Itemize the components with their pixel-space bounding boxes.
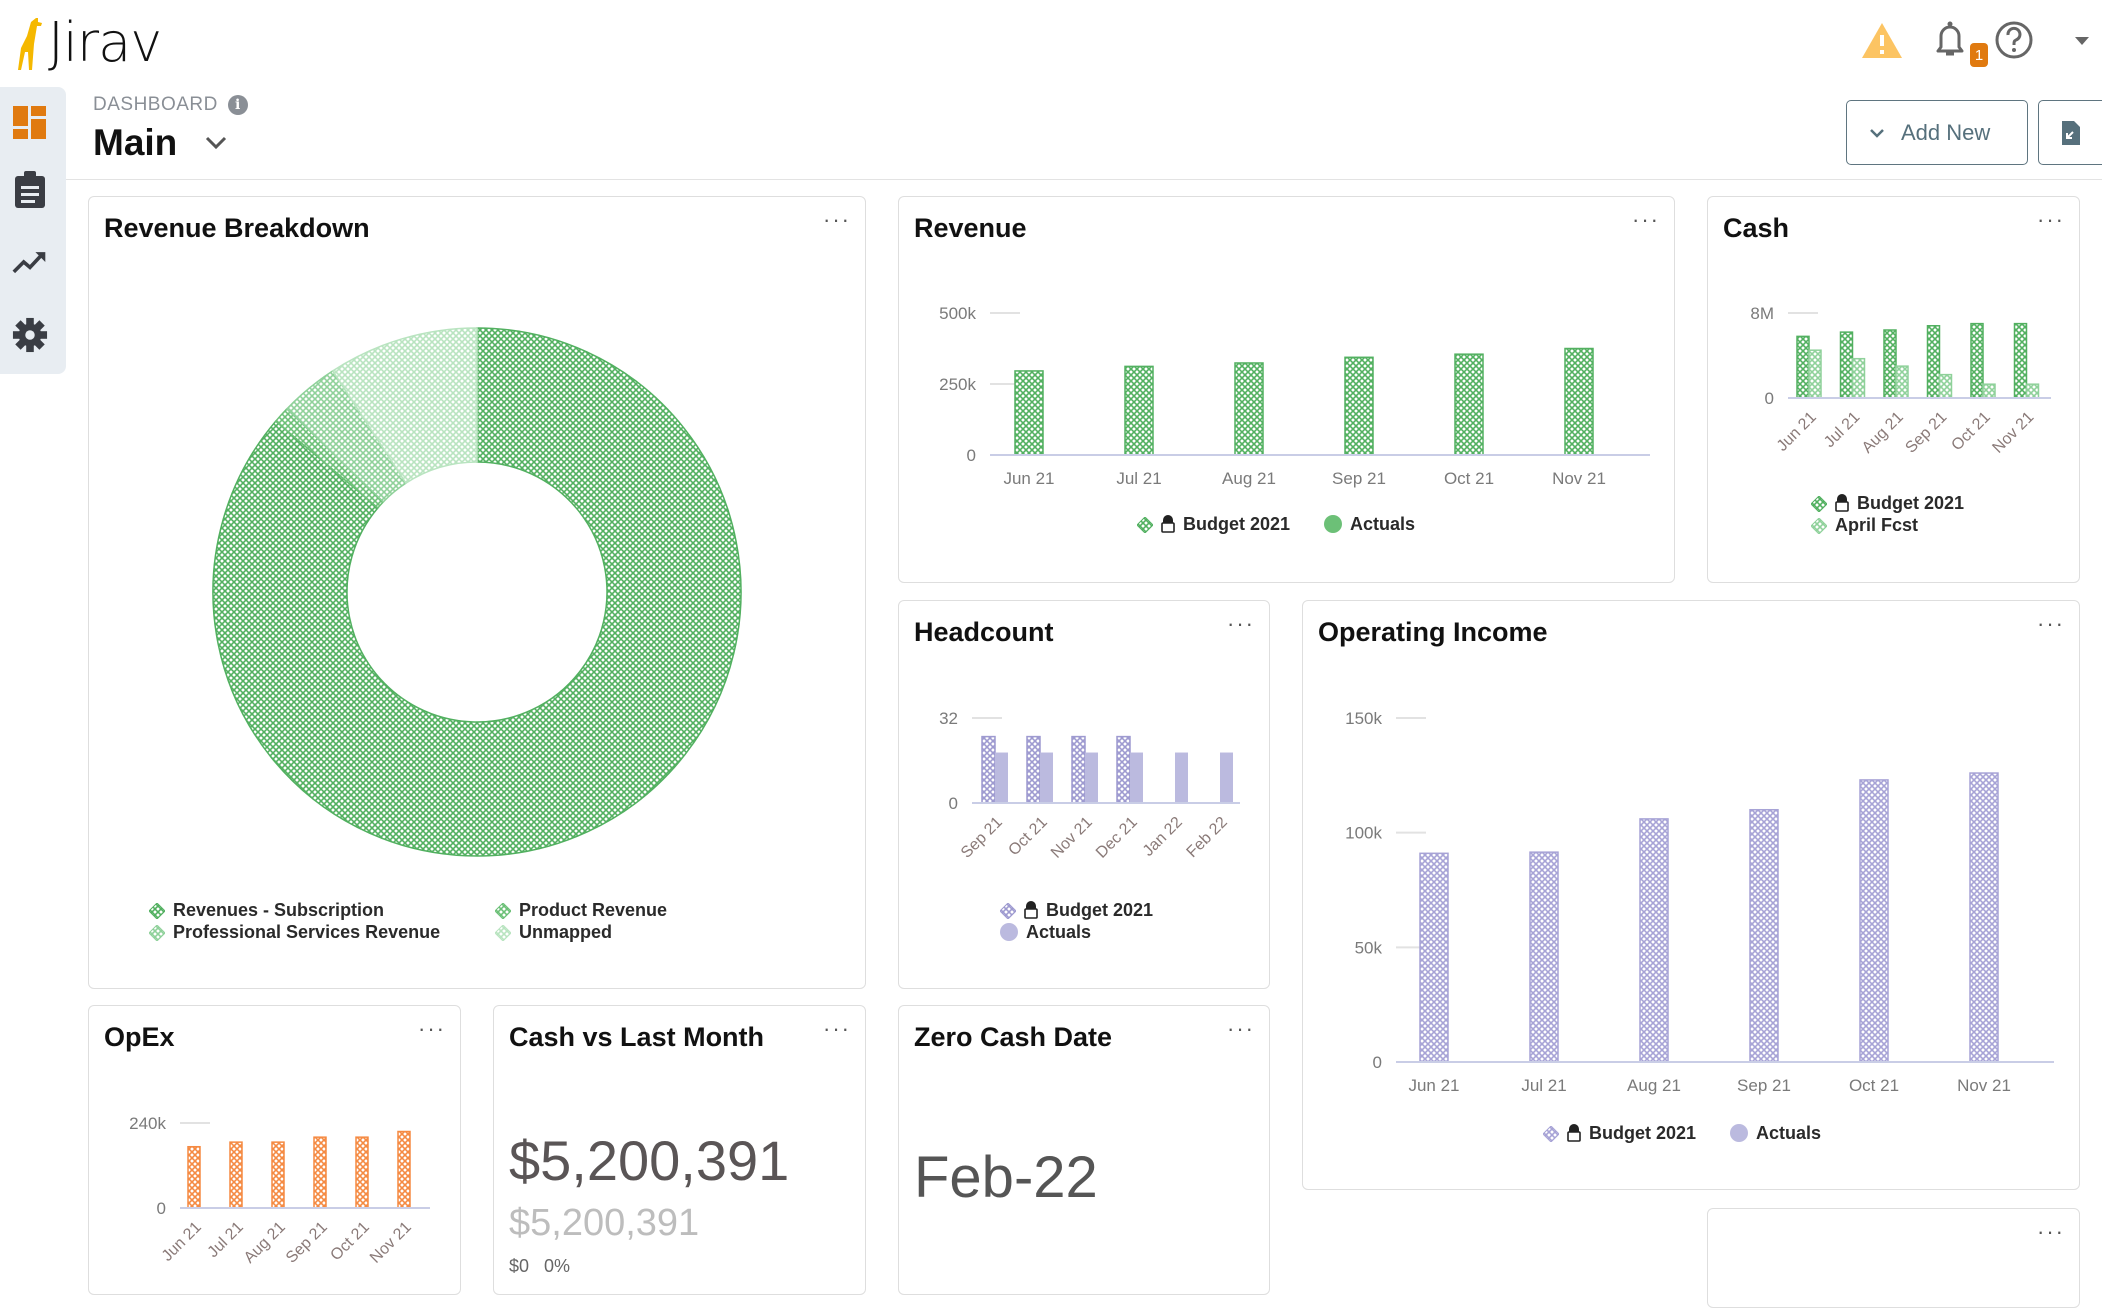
card-title: Headcount xyxy=(914,617,1054,647)
sidebar-item-dashboard[interactable] xyxy=(12,105,48,141)
legend-item[interactable]: Actuals xyxy=(1000,921,1153,943)
header-divider xyxy=(66,179,2102,180)
operating-income-card: Operating Income ··· Budget 2021 Actuals xyxy=(1302,600,2080,1190)
legend-item[interactable]: Actuals xyxy=(1324,513,1415,535)
legend-dot xyxy=(1730,1124,1749,1142)
legend-swatch xyxy=(494,924,512,942)
breadcrumb: DASHBOARD i xyxy=(93,94,248,116)
chart-legend: Revenues - Subscription Professional Ser… xyxy=(148,899,440,943)
card-menu-button[interactable]: ··· xyxy=(1227,611,1255,636)
legend-item[interactable]: Budget 2021 xyxy=(1136,513,1290,535)
sidebar xyxy=(0,87,66,374)
legend-swatch xyxy=(999,902,1017,920)
dashboard-icon xyxy=(13,106,46,139)
legend-dot xyxy=(1324,515,1343,533)
help-icon[interactable] xyxy=(1994,20,2034,60)
sidebar-item-analytics[interactable] xyxy=(12,244,48,280)
page-title: Main xyxy=(93,122,178,163)
lock-icon xyxy=(1567,1124,1581,1142)
chart-legend: Budget 2021 Actuals xyxy=(999,899,1153,943)
trend-chart-icon xyxy=(12,252,46,274)
logo-text: Jirav xyxy=(48,11,162,74)
card-menu-button[interactable]: ··· xyxy=(823,207,851,232)
info-icon[interactable]: i xyxy=(227,95,248,115)
chart-legend: Budget 2021 April Fcst xyxy=(1810,492,1964,536)
cash-change: $0 0% xyxy=(509,1256,571,1276)
card-title: Operating Income xyxy=(1318,617,1548,647)
notification-badge: 1 xyxy=(1970,43,1988,67)
current-cash-value: $5,200,391 xyxy=(509,1129,790,1192)
legend-swatch xyxy=(148,924,166,942)
card-title: Zero Cash Date xyxy=(914,1022,1113,1052)
card-menu-button[interactable]: ··· xyxy=(1227,1016,1255,1041)
card-menu-button[interactable]: ··· xyxy=(418,1016,446,1041)
legend-item[interactable]: Budget 2021 xyxy=(1542,1122,1696,1144)
cash-vs-last-month-card: Cash vs Last Month ··· $5,200,391 $5,200… xyxy=(493,1005,866,1295)
legend-swatch xyxy=(1136,516,1154,534)
legend-item[interactable]: Actuals xyxy=(1730,1122,1821,1144)
gear-icon xyxy=(12,317,48,353)
legend-item[interactable]: Unmapped xyxy=(494,921,667,943)
legend-item[interactable]: April Fcst xyxy=(1810,514,1964,536)
clipboard-icon xyxy=(15,171,45,208)
legend-swatch xyxy=(1810,517,1828,535)
chart-legend: Product Revenue Unmapped xyxy=(494,899,667,943)
export-button[interactable] xyxy=(2038,100,2102,165)
card-menu-button[interactable]: ··· xyxy=(2037,611,2065,636)
card-menu-button[interactable]: ··· xyxy=(823,1016,851,1041)
legend-item[interactable]: Revenues - Subscription xyxy=(148,899,440,921)
legend-item[interactable]: Professional Services Revenue xyxy=(148,921,440,943)
sidebar-item-settings[interactable] xyxy=(12,317,48,353)
chart-legend: Budget 2021 Actuals xyxy=(1136,513,1415,535)
zero-cash-date-card: Zero Cash Date ··· Feb-22 xyxy=(898,1005,1270,1295)
card-title: Cash xyxy=(1723,213,1790,243)
jirav-logo[interactable]: Jirav xyxy=(14,10,162,74)
breadcrumb-label: DASHBOARD xyxy=(93,94,218,115)
chevron-down-icon[interactable] xyxy=(205,136,227,150)
add-new-button[interactable]: Add New xyxy=(1846,100,2028,165)
card-title: Revenue xyxy=(914,213,1027,243)
prior-cash-value: $5,200,391 xyxy=(509,1202,700,1244)
warning-icon[interactable] xyxy=(1860,20,1904,60)
dashboard-selector[interactable]: Main xyxy=(93,122,227,164)
opex-card: OpEx ··· xyxy=(88,1005,461,1295)
giraffe-logo-icon xyxy=(18,18,42,70)
untitled-card: ··· xyxy=(1707,1208,2080,1308)
legend-item[interactable]: Budget 2021 xyxy=(999,899,1153,921)
card-menu-button[interactable]: ··· xyxy=(1632,207,1660,232)
bell-icon[interactable] xyxy=(1932,20,1968,60)
user-menu-caret-icon[interactable] xyxy=(2074,36,2090,46)
lock-icon xyxy=(1835,494,1849,512)
legend-item[interactable]: Product Revenue xyxy=(494,899,667,921)
legend-swatch xyxy=(494,902,512,920)
revenue-breakdown-card: Revenue Breakdown ··· Revenues - Subscri… xyxy=(88,196,866,989)
lock-icon xyxy=(1024,901,1038,919)
file-export-icon xyxy=(2062,120,2080,145)
card-title: Revenue Breakdown xyxy=(104,213,370,243)
chart-legend: Budget 2021 Actuals xyxy=(1542,1122,1821,1144)
sidebar-item-reports[interactable] xyxy=(12,171,48,208)
legend-swatch xyxy=(1542,1125,1560,1143)
card-title: Cash vs Last Month xyxy=(509,1022,765,1052)
chevron-down-icon xyxy=(1870,128,1884,138)
card-title: OpEx xyxy=(104,1022,175,1052)
legend-dot xyxy=(1000,923,1018,941)
add-new-label: Add New xyxy=(1901,119,1991,145)
legend-item[interactable]: Budget 2021 xyxy=(1810,492,1964,514)
cash-card: Cash ··· Budget 2021 April Fcst xyxy=(1707,196,2080,583)
revenue-card: Revenue ··· Budget 2021 Actuals xyxy=(898,196,1675,583)
legend-swatch xyxy=(148,902,166,920)
legend-swatch xyxy=(1810,495,1828,513)
headcount-card: Headcount ··· Budget 2021 Actuals xyxy=(898,600,1270,989)
card-menu-button[interactable]: ··· xyxy=(2037,207,2065,232)
lock-icon xyxy=(1161,515,1175,533)
card-menu-button[interactable]: ··· xyxy=(2037,1219,2065,1244)
zero-cash-date-value: Feb-22 xyxy=(914,1145,1098,1210)
